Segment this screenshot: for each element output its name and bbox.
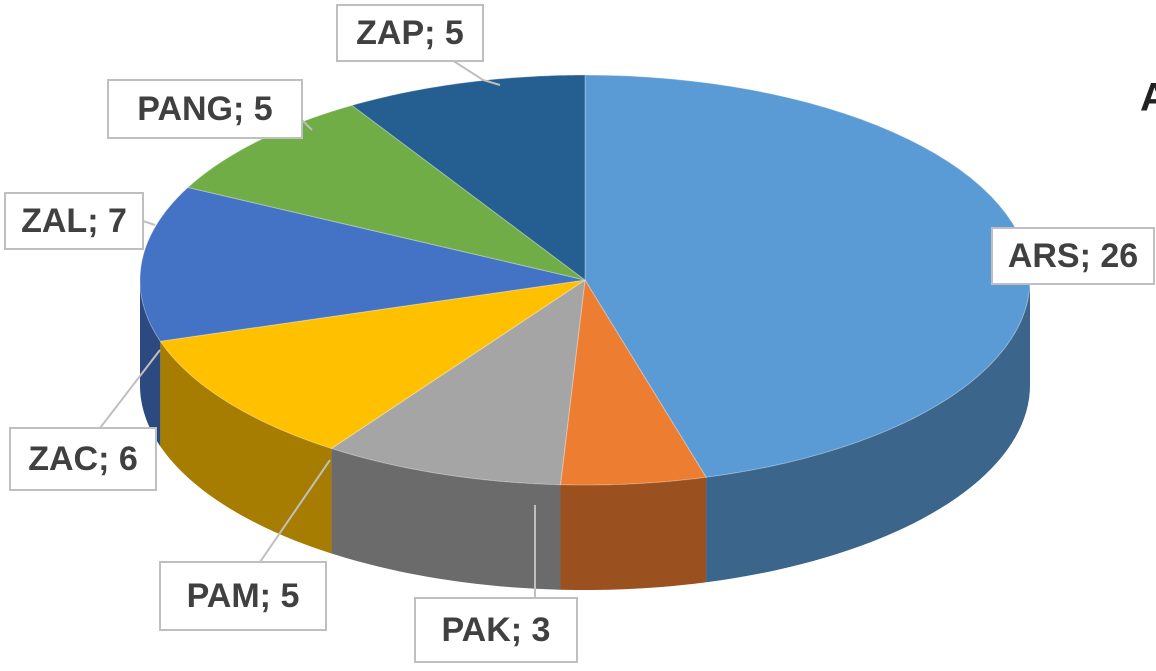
- data-label: ZAL; 7: [21, 202, 127, 240]
- slice: [159, 279, 586, 450]
- label-box: [4, 192, 144, 250]
- slice-side: [560, 477, 707, 590]
- label-box: [336, 4, 484, 62]
- slice: [350, 74, 586, 281]
- label-box: [9, 427, 157, 491]
- slice: [139, 186, 586, 342]
- side-shade: [706, 280, 1030, 583]
- data-label: ZAC; 6: [28, 440, 138, 478]
- label-box: [107, 79, 303, 139]
- data-label: ZAP; 5: [356, 14, 464, 52]
- slice-side: [331, 448, 561, 590]
- data-label: PANG; 5: [137, 90, 272, 128]
- data-label: ARS; 26: [1008, 237, 1138, 275]
- label-box: [414, 597, 578, 663]
- side-shade: [160, 341, 332, 554]
- slice-side: [160, 341, 332, 554]
- chart-title: A: [1140, 76, 1156, 120]
- data-label: PAK; 3: [442, 611, 551, 649]
- side-shade: [331, 448, 561, 590]
- label-box: [991, 227, 1155, 285]
- slice: [559, 278, 707, 486]
- slice: [186, 104, 586, 281]
- data-label: PAM; 5: [187, 577, 300, 615]
- side-shade: [560, 477, 707, 590]
- slice-side: [706, 280, 1030, 583]
- slice: [330, 278, 586, 486]
- label-box: [159, 561, 327, 631]
